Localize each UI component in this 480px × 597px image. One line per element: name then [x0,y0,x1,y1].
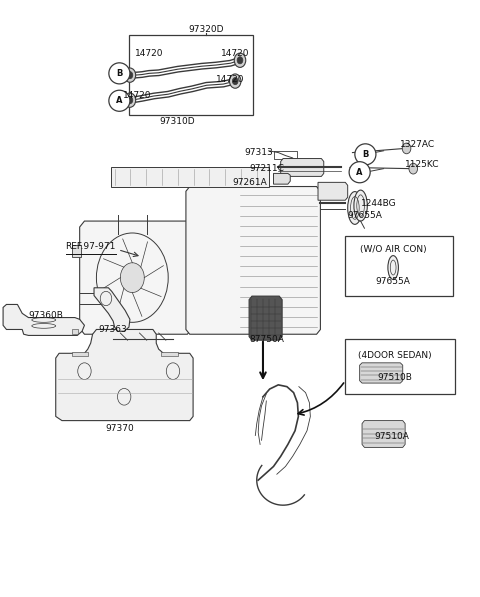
Bar [345,236,453,296]
Text: 1125KC: 1125KC [405,160,439,169]
Ellipse shape [109,90,130,111]
Text: (W/O AIR CON): (W/O AIR CON) [360,245,426,254]
Text: 97360B: 97360B [29,310,63,319]
Circle shape [120,263,144,293]
Polygon shape [161,352,178,356]
Text: A: A [357,168,363,177]
Text: 97261A: 97261A [232,178,267,187]
Ellipse shape [354,190,367,221]
Circle shape [234,53,246,67]
Text: 14720: 14720 [216,75,245,84]
Polygon shape [72,330,78,334]
Polygon shape [72,352,88,356]
Text: REF.97-971: REF.97-971 [65,242,116,251]
Text: 87750A: 87750A [249,334,284,343]
Circle shape [237,57,243,64]
Ellipse shape [349,162,370,183]
Bar [129,35,253,115]
Text: 97370: 97370 [105,424,134,433]
Text: 1327AC: 1327AC [399,140,435,149]
Circle shape [232,78,238,85]
Circle shape [124,93,136,107]
Text: 97310D: 97310D [159,116,194,125]
Text: 97655A: 97655A [347,211,382,220]
Text: 97510B: 97510B [377,373,412,381]
Polygon shape [249,296,282,340]
Polygon shape [186,186,321,334]
Text: 97363: 97363 [99,325,128,334]
Polygon shape [80,221,192,334]
Text: 1244BG: 1244BG [361,199,396,208]
Text: 97510A: 97510A [375,432,409,441]
Polygon shape [94,288,130,331]
Text: 97655A: 97655A [376,278,410,287]
Circle shape [124,68,136,82]
Text: 97313: 97313 [245,148,274,157]
Text: 97320D: 97320D [189,25,224,34]
Polygon shape [362,421,405,447]
Text: 97211C: 97211C [249,164,284,173]
Circle shape [229,74,241,88]
Ellipse shape [109,63,130,84]
Circle shape [409,164,418,174]
Bar [345,339,456,394]
Polygon shape [360,363,403,383]
Polygon shape [56,330,193,421]
Text: B: B [362,150,369,159]
Text: 14720: 14720 [221,48,250,57]
Polygon shape [72,245,81,257]
Text: A: A [116,96,122,105]
Polygon shape [3,304,84,336]
Circle shape [127,72,133,79]
Ellipse shape [348,192,362,224]
Text: 14720: 14720 [123,91,151,100]
Polygon shape [111,168,269,186]
Text: 14720: 14720 [135,48,163,57]
Text: B: B [116,69,122,78]
Ellipse shape [388,256,398,279]
Polygon shape [318,182,348,200]
Ellipse shape [355,144,376,165]
Polygon shape [281,159,324,176]
Polygon shape [274,173,290,184]
Text: (4DOOR SEDAN): (4DOOR SEDAN) [358,350,432,359]
Circle shape [127,97,133,104]
Circle shape [402,143,411,154]
